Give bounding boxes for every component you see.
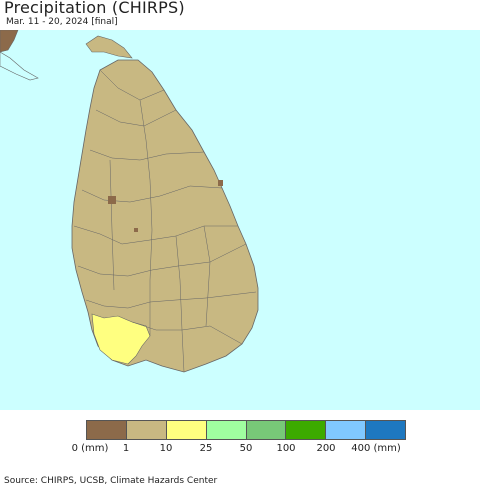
india-coast <box>0 30 19 53</box>
ocean <box>0 30 480 410</box>
legend-labels: 0 (mm) 1 10 25 50 100 200 400 (mm) <box>0 443 480 457</box>
legend-swatch <box>326 421 367 439</box>
legend-label: 100 <box>276 443 296 454</box>
legend-swatch <box>126 421 167 439</box>
legend-swatch <box>206 421 247 439</box>
precipitation-legend <box>86 420 406 440</box>
legend-label: 1 <box>122 443 130 454</box>
source-credit: Source: CHIRPS, UCSB, Climate Hazards Ce… <box>4 476 218 486</box>
legend-label: 25 <box>199 443 213 454</box>
map-title: Precipitation (CHIRPS) <box>4 0 185 17</box>
legend-label: 50 <box>239 443 253 454</box>
precipitation-map <box>0 30 480 410</box>
legend-swatch <box>366 421 405 439</box>
legend-swatch <box>87 421 127 439</box>
legend-label: 400 (mm) <box>351 443 401 454</box>
legend-label: 10 <box>159 443 173 454</box>
map-subtitle: Mar. 11 - 20, 2024 [final] <box>6 17 118 27</box>
precip-zone-0-1-east <box>218 180 223 186</box>
legend-label: 200 <box>316 443 336 454</box>
legend-swatch <box>166 421 207 439</box>
legend-swatch <box>286 421 327 439</box>
legend-swatch <box>246 421 287 439</box>
precip-zone-0-1 <box>108 196 116 204</box>
district-boundaries <box>73 69 257 373</box>
precip-zone-0-1-small <box>134 228 138 232</box>
jaffna-peninsula <box>85 35 133 59</box>
precip-zone-10-25 <box>91 313 151 365</box>
sri-lanka-landmass <box>71 59 259 373</box>
legend-label: 0 (mm) <box>71 443 109 454</box>
india-coast-tip <box>0 51 39 81</box>
